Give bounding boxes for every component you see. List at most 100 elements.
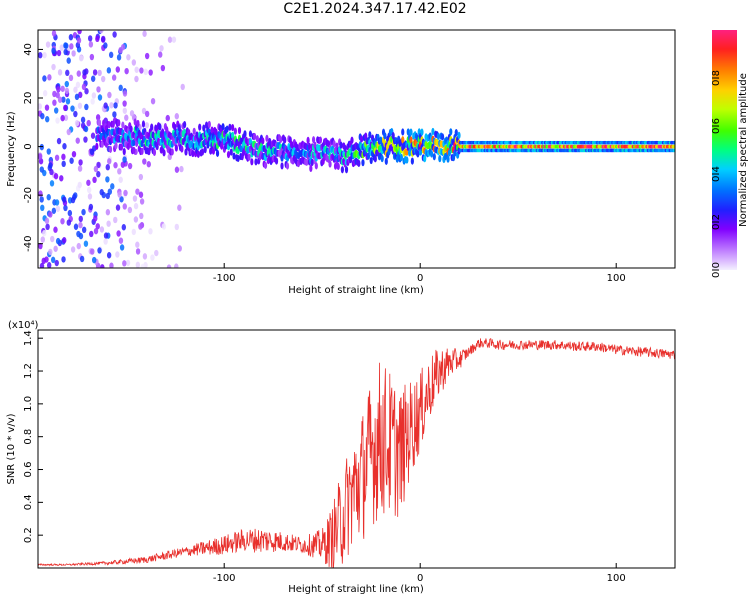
noise-blob [134, 75, 139, 83]
noise-blob [88, 203, 94, 211]
signal-cell [350, 136, 354, 144]
signal-cell [332, 140, 336, 148]
noise-blob [117, 168, 122, 175]
signal-cell [309, 164, 313, 172]
snr-y-tick-label: 0.6 [23, 462, 34, 478]
noise-blob [161, 223, 167, 230]
signal-cell [114, 141, 118, 150]
signal-cell [405, 156, 409, 164]
signal-cell [232, 152, 236, 160]
noise-blob [47, 74, 52, 81]
noise-blob [140, 263, 145, 268]
signal-cell [401, 128, 405, 136]
noise-blob [49, 168, 54, 176]
noise-blob [105, 176, 110, 183]
signal-cell [233, 127, 237, 135]
noise-blob [51, 47, 56, 54]
noise-blob [42, 90, 48, 97]
noise-blob [127, 162, 133, 170]
signal-cell [369, 156, 373, 165]
noise-blob [71, 150, 77, 158]
signal-cell [226, 150, 231, 159]
signal-cell [247, 153, 251, 161]
signal-cell [200, 148, 205, 156]
noise-blob [90, 98, 95, 105]
noise-blob [64, 80, 69, 88]
noise-blob [142, 30, 147, 37]
signal-cell [263, 161, 268, 169]
noise-blob [106, 252, 112, 259]
noise-blob [165, 114, 170, 122]
signal-cell [340, 166, 344, 174]
signal-cell [129, 125, 133, 133]
noise-blob [150, 97, 156, 105]
noise-blob [38, 103, 43, 110]
signal-cell [180, 145, 184, 153]
noise-blob [174, 166, 180, 173]
noise-blob [133, 202, 139, 210]
signal-cell [111, 120, 115, 128]
signal-cell [243, 130, 247, 138]
noise-blob [118, 84, 123, 92]
signal-cell [343, 144, 347, 153]
signal-cell [174, 144, 178, 152]
signal-cell [117, 119, 121, 127]
spectrogram-x-tick-label: 100 [607, 273, 626, 284]
noise-blob [73, 110, 78, 118]
noise-blob [139, 67, 144, 74]
colorbar-tick-label: 0.4 [711, 166, 722, 182]
noise-blob [142, 253, 148, 260]
noise-blob [135, 241, 140, 248]
noise-blob [89, 53, 95, 61]
noise-blob [40, 112, 45, 120]
signal-cell [100, 140, 104, 148]
noise-blob [75, 81, 81, 89]
snr-y-tick-label: 1.0 [23, 396, 34, 412]
noise-blob [100, 264, 105, 268]
noise-blob [93, 215, 98, 222]
signal-cell [305, 158, 309, 166]
colorbar-tick-label: 0.6 [711, 118, 722, 134]
noise-blob [142, 158, 147, 165]
noise-blob [54, 199, 60, 206]
noise-blob [122, 100, 127, 107]
noise-blob [86, 119, 91, 127]
noise-blob [119, 244, 125, 251]
spectrogram-y-axis-label: Frequency (Hz) [6, 111, 17, 187]
noise-blob [76, 70, 81, 77]
noise-blob [82, 69, 87, 76]
noise-blob [70, 246, 76, 253]
noise-blob [180, 83, 185, 91]
noise-blob [57, 96, 63, 103]
noise-blob [73, 86, 78, 93]
noise-blob [77, 30, 82, 35]
noise-blob [122, 90, 128, 97]
signal-cell [314, 162, 318, 170]
noise-blob [135, 188, 140, 195]
noise-blob [96, 86, 101, 93]
signal-cell [438, 155, 442, 163]
noise-blob [46, 148, 51, 155]
noise-blob [87, 193, 93, 200]
signal-cell [410, 157, 414, 165]
signal-cell [121, 121, 125, 129]
colorbar-tick-label: 0.0 [711, 262, 722, 278]
signal-cell [209, 147, 213, 155]
signal-cell [119, 143, 124, 151]
noise-blob [138, 173, 144, 181]
noise-blob [69, 43, 74, 50]
noise-blob [63, 204, 68, 212]
signal-cell [207, 120, 211, 129]
noise-blob [55, 91, 60, 99]
noise-blob [116, 54, 122, 61]
colorbar-label: Normalized spectral amplitude [738, 73, 749, 227]
signal-cell [225, 125, 229, 133]
noise-blob [45, 223, 50, 231]
noise-blob [119, 196, 124, 203]
colorbar: 0.0 0.2 0.4 0.6 0.8 Normalized spectral ampl… [711, 30, 749, 278]
signal-cell [409, 136, 413, 144]
noise-blob [54, 154, 60, 161]
noise-blob [135, 248, 141, 255]
noise-blob [96, 171, 101, 178]
noise-blob [78, 55, 84, 62]
